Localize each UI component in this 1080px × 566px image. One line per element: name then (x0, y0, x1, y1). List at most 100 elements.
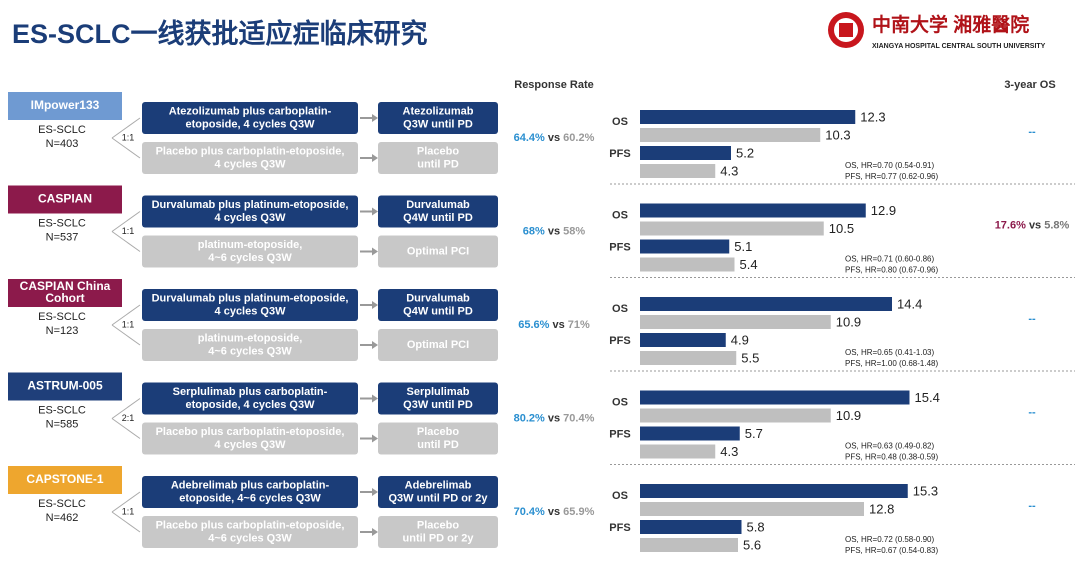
os3: 17.6% vs 5.8% (995, 219, 1070, 231)
os3-part: -- (1028, 126, 1036, 138)
bar-label: 4.3 (720, 163, 738, 178)
treatment: Durvalumab plus platinum-etoposide, (152, 199, 349, 211)
population: ES-SCLC (38, 311, 86, 323)
bar (640, 110, 856, 124)
maintenance: until PD or 2y (403, 532, 475, 544)
bar-label: 5.4 (740, 257, 758, 272)
rr-part: 70.4% (563, 412, 594, 424)
maintenance: Q4W until PD (403, 212, 473, 224)
os-label: OS (612, 303, 628, 315)
treatment: platinum-etoposide, (198, 332, 303, 344)
sample-size: N=585 (46, 418, 79, 430)
maintenance: Placebo (417, 519, 459, 531)
bar (640, 484, 908, 498)
bar (640, 390, 910, 405)
rr-part: 58% (563, 225, 585, 237)
bar-label: 14.4 (897, 296, 922, 311)
bar (640, 221, 824, 236)
maintenance: until PD (417, 158, 459, 170)
hazard-ratio: OS, HR=0.70 (0.54-0.91) (845, 161, 934, 170)
treatment: 4 cycles Q3W (215, 305, 287, 317)
maintenance: Adebrelimab (405, 479, 472, 491)
os3: -- (1028, 126, 1036, 138)
ratio: 1:1 (122, 319, 135, 329)
branch (111, 211, 141, 232)
arrow-head (372, 301, 378, 309)
branch (111, 511, 141, 533)
hazard-ratio: OS, HR=0.71 (0.60-0.86) (845, 255, 934, 264)
treatment: Durvalumab plus platinum-etoposide, (152, 292, 349, 304)
bar-label: 5.1 (734, 239, 752, 254)
maintenance-box (378, 235, 498, 268)
maintenance: Placebo (417, 145, 459, 157)
rr-part: vs (548, 132, 563, 144)
treatment: platinum-etoposide, (198, 239, 303, 251)
response-rate: 65.6% vs 71% (518, 319, 590, 331)
bar-label: 5.6 (743, 537, 761, 552)
bar-label: 10.9 (836, 314, 861, 329)
rr-part: vs (548, 225, 563, 237)
os3: -- (1028, 313, 1036, 325)
branch (111, 117, 141, 139)
treatment: etoposide, 4 cycles Q3W (186, 118, 316, 130)
pfs-label: PFS (609, 241, 630, 253)
logo-cn: 中南大学 湘雅醫院 (872, 13, 1029, 36)
treatment: 4~6 cycles Q3W (208, 532, 292, 544)
os-label: OS (612, 490, 628, 502)
bar (640, 333, 726, 347)
maintenance: Durvalumab (406, 292, 470, 304)
bar-label: 5.7 (745, 426, 763, 441)
col-header: Response Rate (514, 79, 593, 91)
maintenance-box (378, 329, 498, 361)
bar (640, 297, 892, 311)
os-label: OS (612, 209, 628, 221)
bar-label: 5.8 (747, 519, 765, 534)
pfs-label: PFS (609, 428, 630, 440)
branch (111, 491, 141, 513)
population: ES-SCLC (38, 217, 86, 229)
os3: -- (1028, 406, 1036, 418)
os3-part: -- (1028, 500, 1036, 512)
trial-name: IMpower133 (31, 98, 100, 112)
bar (640, 538, 738, 552)
rr-part: 65.9% (563, 506, 594, 518)
os3-part: -- (1028, 313, 1036, 325)
rr-part: 68% (523, 225, 548, 237)
pfs-label: PFS (609, 148, 630, 160)
maintenance-box (378, 382, 498, 415)
maintenance: Serplulimab (407, 386, 470, 398)
pfs-label: PFS (609, 522, 630, 534)
arrow-head (372, 528, 378, 536)
bar-label: 5.5 (741, 350, 759, 365)
branch (111, 304, 141, 326)
ratio: 1:1 (122, 506, 135, 516)
rr-part: 64.4% (514, 132, 548, 144)
logo-en: XIANGYA HOSPITAL CENTRAL SOUTH UNIVERSIT… (872, 43, 1046, 50)
trial-name: CASPIAN China (20, 279, 111, 293)
hazard-ratio: OS, HR=0.65 (0.41-1.03) (845, 348, 934, 357)
treatment: etoposide, 4 cycles Q3W (186, 399, 316, 411)
hazard-ratio: PFS, HR=0.67 (0.54-0.83) (845, 546, 938, 555)
branch (111, 418, 141, 439)
bar (640, 203, 866, 218)
rr-part: 71% (568, 319, 590, 331)
population: ES-SCLC (38, 404, 86, 416)
treatment: 4~6 cycles Q3W (208, 252, 292, 264)
bar (640, 315, 831, 329)
hazard-ratio: OS, HR=0.63 (0.49-0.82) (845, 442, 934, 451)
pfs-label: PFS (609, 335, 630, 347)
bar-label: 10.3 (825, 127, 850, 142)
maintenance: Durvalumab (406, 199, 470, 211)
rr-part: 80.2% (514, 412, 548, 424)
arrow-head (372, 247, 378, 256)
arm-box (142, 516, 358, 548)
arm-box (142, 195, 358, 228)
hazard-ratio: PFS, HR=1.00 (0.68-1.48) (845, 359, 938, 368)
trial-name: ASTRUM-005 (27, 379, 103, 393)
maintenance-box (378, 516, 498, 548)
bar-label: 5.2 (736, 145, 754, 160)
arrow-head (372, 114, 378, 122)
maintenance-box (378, 476, 498, 508)
arm-box (142, 422, 358, 455)
sample-size: N=537 (46, 231, 79, 243)
